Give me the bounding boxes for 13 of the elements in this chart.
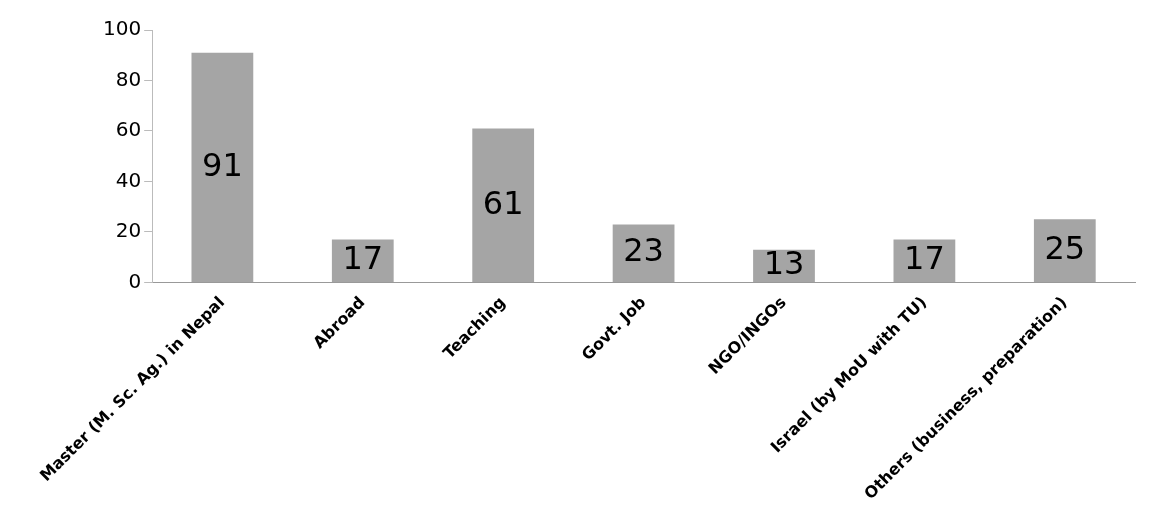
data-label: 25 — [1044, 228, 1086, 267]
data-label: 23 — [623, 231, 664, 270]
y-tick-label: 60 — [115, 117, 142, 142]
y-tick-label: 20 — [115, 218, 142, 243]
data-label: 91 — [202, 145, 243, 184]
data-label: 61 — [482, 183, 524, 222]
data-label: 17 — [904, 239, 945, 278]
data-label: 17 — [342, 239, 384, 278]
y-tick-label: 0 — [128, 268, 142, 293]
data-label: 13 — [763, 244, 805, 283]
y-tick-label: 100 — [102, 16, 142, 41]
y-tick-label: 80 — [115, 66, 142, 91]
y-tick-label: 40 — [115, 167, 142, 192]
